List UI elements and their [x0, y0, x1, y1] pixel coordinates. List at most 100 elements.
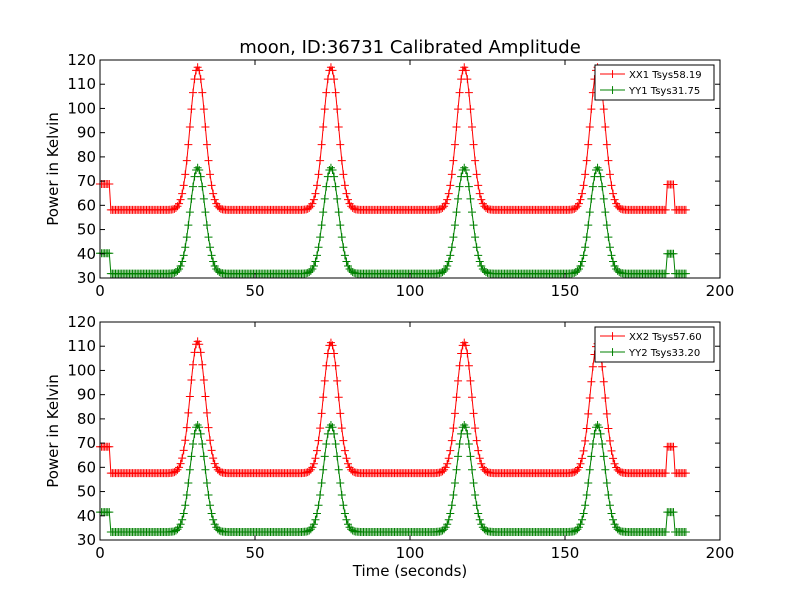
data-point [184, 221, 193, 230]
data-point [336, 221, 345, 230]
data-point [178, 454, 187, 463]
data-point [599, 105, 608, 114]
data-point [581, 501, 590, 510]
data-point [574, 199, 583, 208]
x-axis-label: Time (seconds) [352, 562, 468, 580]
x-tick-label: 50 [245, 282, 264, 300]
data-point [602, 140, 611, 149]
data-point [178, 515, 187, 524]
data-point [334, 208, 343, 217]
data-point [440, 525, 449, 534]
data-point [444, 454, 453, 463]
data-point [187, 194, 196, 203]
data-point [576, 261, 585, 270]
y-tick-label: 70 [77, 434, 96, 452]
data-point [584, 478, 593, 487]
data-point [204, 491, 213, 500]
top-legend: + XX1 Tsys58.19 + YY1 Tsys31.75 [594, 64, 715, 101]
data-point [184, 408, 193, 417]
data-point [587, 452, 596, 461]
data-point [178, 257, 187, 266]
data-point [196, 172, 205, 181]
data-point [187, 376, 196, 385]
data-point [578, 515, 587, 524]
data-point [466, 452, 475, 461]
legend-label-yy1: YY1 Tsys31.75 [628, 86, 700, 97]
x-tick-label: 150 [551, 544, 580, 562]
data-point [342, 454, 351, 463]
data-point [661, 528, 670, 537]
data-point [189, 439, 197, 448]
data-point [176, 195, 185, 204]
y-tick-label: 40 [77, 507, 96, 525]
data-point [340, 251, 349, 260]
data-point [452, 123, 461, 132]
data-point [661, 205, 670, 214]
data-point [105, 508, 114, 517]
data-point [181, 436, 190, 445]
data-point [187, 105, 196, 114]
data-point [189, 360, 197, 369]
legend-marker-xx2-cross: + [607, 329, 617, 343]
data-point [446, 181, 455, 190]
data-point [314, 436, 323, 445]
y-tick-label: 100 [67, 361, 96, 379]
data-point [605, 436, 614, 445]
data-point [475, 454, 484, 463]
x-tick-label: 0 [95, 282, 105, 300]
data-point [450, 409, 459, 418]
data-point [179, 251, 188, 260]
data-point [189, 88, 197, 97]
data-point [342, 189, 351, 198]
x-tick-label: 200 [706, 282, 735, 300]
data-point [463, 429, 472, 438]
y-tick-label: 40 [77, 245, 96, 263]
data-point [319, 123, 328, 132]
data-point [602, 221, 611, 230]
data-point [582, 491, 591, 500]
top-y-axis-label: Power in Kelvin [44, 112, 62, 226]
data-point [339, 170, 348, 179]
data-point [176, 459, 185, 468]
data-point [576, 459, 585, 468]
data-point [469, 221, 478, 230]
data-point [447, 170, 456, 179]
data-point [202, 478, 211, 487]
data-point [178, 189, 187, 198]
data-point [601, 393, 610, 402]
data-point [207, 181, 216, 190]
data-point [199, 194, 208, 203]
data-point [184, 478, 193, 487]
data-point [585, 393, 594, 402]
y-tick-label: 110 [67, 337, 96, 355]
data-point [587, 105, 596, 114]
data-point [669, 508, 678, 517]
x-tick-label: 100 [396, 544, 425, 562]
data-point [607, 181, 616, 190]
data-point [206, 170, 215, 179]
data-point [444, 257, 453, 266]
data-point [443, 261, 452, 270]
data-point [328, 423, 337, 432]
data-point [189, 182, 197, 191]
data-point [198, 182, 207, 191]
data-point [601, 465, 610, 474]
data-point [198, 88, 207, 97]
data-point [322, 361, 331, 370]
data-point [173, 266, 182, 275]
data-point [595, 423, 604, 432]
legend-label-yy2: YY2 Tsys33.20 [628, 348, 700, 359]
data-point [202, 140, 211, 149]
data-point [579, 181, 588, 190]
data-point [201, 465, 210, 474]
data-point [204, 423, 213, 432]
data-point [446, 251, 455, 260]
data-point [204, 156, 213, 165]
data-point [316, 233, 325, 242]
data-point [444, 515, 453, 524]
data-point [185, 123, 194, 132]
data-point [334, 465, 343, 474]
data-point [175, 463, 184, 472]
data-point [605, 170, 614, 179]
data-point [331, 182, 340, 191]
